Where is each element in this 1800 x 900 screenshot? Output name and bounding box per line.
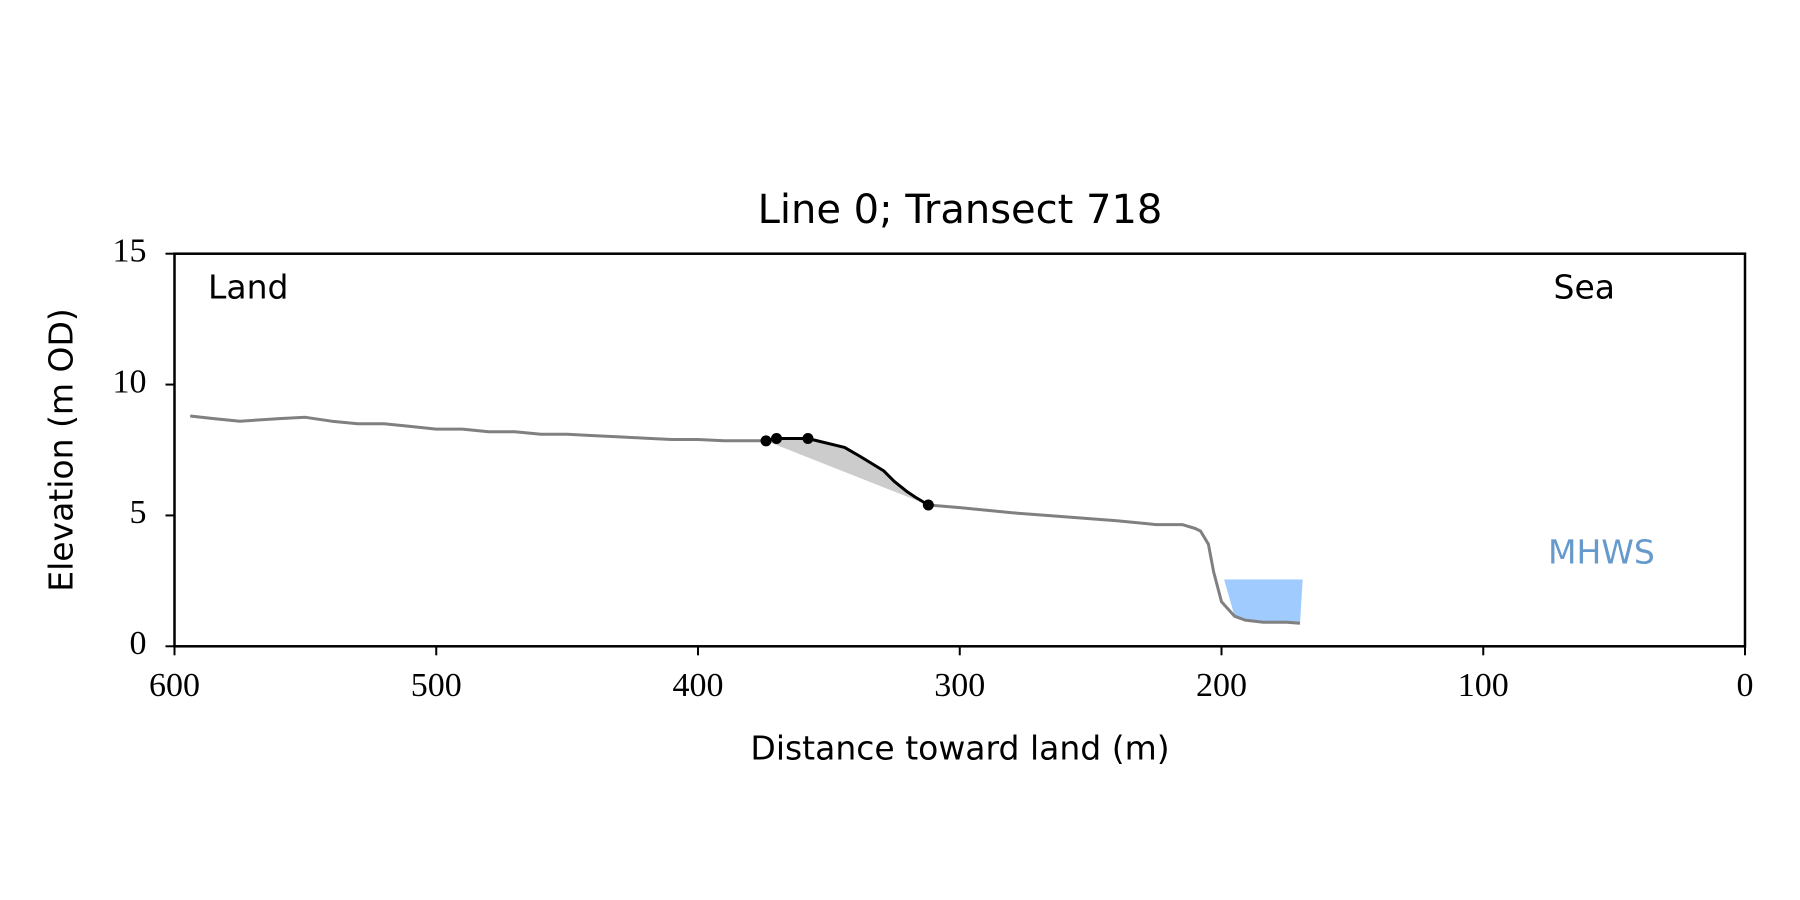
marker (760, 435, 772, 447)
x-tick-label: 0 (1737, 667, 1754, 704)
annotation: Sea (1554, 268, 1615, 307)
profile-line (190, 414, 1301, 625)
chart-title: Line 0; Transect 718 (758, 187, 1163, 233)
x-tick-label: 400 (673, 667, 724, 704)
profile-line (765, 437, 930, 507)
x-tick-label: 300 (934, 667, 985, 704)
y-tick-label: 15 (113, 232, 147, 269)
y-tick-label: 5 (130, 494, 147, 531)
x-tick-label: 500 (411, 667, 462, 704)
marker (802, 432, 814, 444)
annotation: Land (208, 268, 288, 307)
marker (922, 499, 934, 511)
cliff-shading (766, 438, 929, 505)
mhws-fill (1224, 579, 1303, 624)
x-tick-label: 600 (149, 667, 200, 704)
marker (771, 432, 783, 444)
x-tick-label: 100 (1458, 667, 1509, 704)
mhws-label: MHWS (1548, 533, 1655, 572)
y-axis-label: Elevation (m OD) (42, 308, 81, 592)
y-tick-label: 10 (113, 363, 147, 400)
x-axis-label: Distance toward land (m) (750, 729, 1169, 768)
plot-frame (173, 252, 1747, 648)
y-tick-label: 0 (130, 625, 147, 662)
x-tick-label: 200 (1196, 667, 1247, 704)
